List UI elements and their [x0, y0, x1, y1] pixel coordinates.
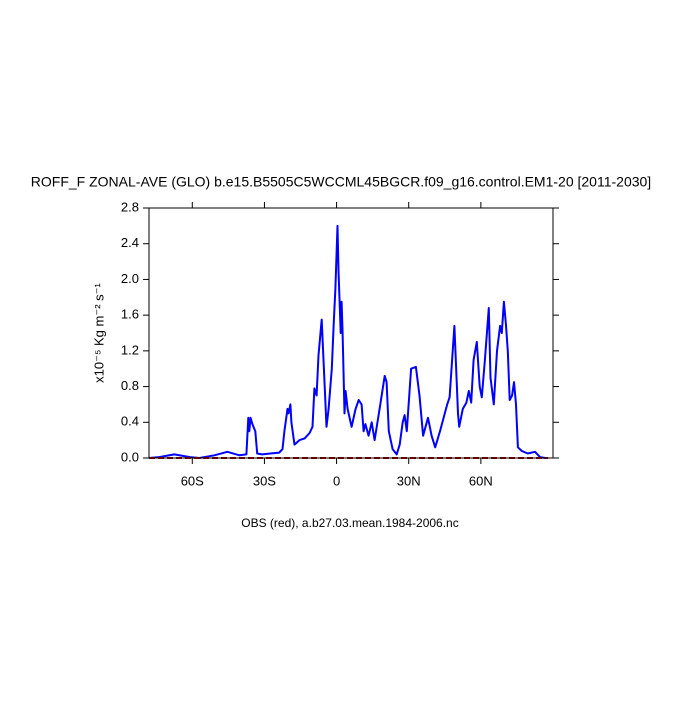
x-tick-label: 60S: [181, 473, 204, 488]
annotation: OBS (red), a.b27.03.mean.1984-2006.nc: [241, 516, 458, 530]
x-tick-label: 30S: [253, 473, 276, 488]
y-tick-label: 0.4: [121, 414, 139, 429]
y-tick-label: 0.8: [121, 378, 139, 393]
y-tick-label: 2.4: [121, 235, 139, 250]
x-tick-label: 0: [333, 473, 340, 488]
x-tick-label: 60N: [469, 473, 493, 488]
series-line: [148, 224, 546, 459]
plot-frame: [148, 207, 554, 459]
y-tick-label: 0.0: [121, 449, 139, 464]
y-tick-label: 1.6: [121, 307, 139, 322]
y-tick-label: 1.2: [121, 342, 139, 357]
y-tick-label: 2.0: [121, 271, 139, 286]
y-axis-label: x10⁻⁵ Kg m⁻² s⁻¹: [91, 283, 106, 383]
y-tick-label: 2.8: [121, 199, 139, 214]
chart-title: ROFF_F ZONAL-AVE (GLO) b.e15.B5505C5WCCM…: [31, 174, 651, 190]
x-tick-label: 30N: [397, 473, 421, 488]
